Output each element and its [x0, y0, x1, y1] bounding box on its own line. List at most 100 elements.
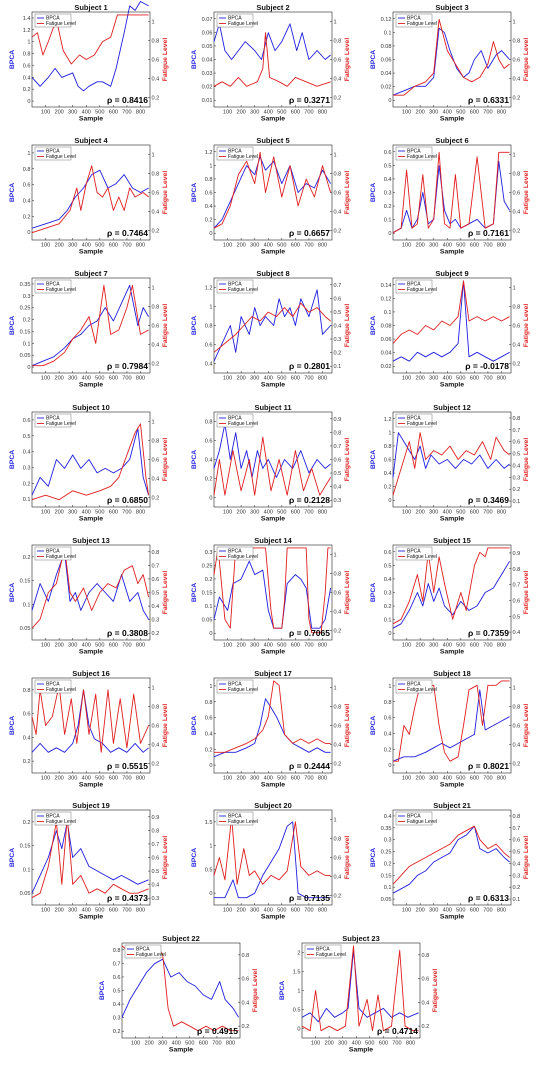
left-tick-label: 0.04 — [381, 71, 392, 77]
x-tick-label: 300 — [429, 243, 438, 249]
x-tick-label: 100 — [41, 110, 50, 116]
left-tick-label: 0.06 — [381, 337, 392, 343]
right-tick-label: 0.4 — [513, 630, 521, 636]
legend-label-fatigue: Fatigue Level — [228, 287, 258, 293]
left-axis-label: BPCA — [9, 716, 16, 735]
left-tick-label: 1 — [297, 989, 300, 995]
x-tick-label: 200 — [54, 776, 63, 782]
right-tick-label: 1 — [334, 686, 337, 692]
left-tick-label: 1.2 — [205, 286, 213, 292]
right-tick-label: 1 — [334, 153, 337, 159]
fatigue-series-line — [392, 151, 510, 234]
legend-label-bpca: BPCA — [407, 149, 421, 155]
fatigue-series-line — [31, 684, 150, 753]
legend-label-bpca: BPCA — [228, 282, 242, 288]
right-axis-label: Fatigue Level — [252, 969, 259, 1013]
correlation-label: ρ = 0.5515 — [107, 761, 148, 771]
left-tick-label: 0.4 — [384, 731, 392, 737]
chart-title: Subject 7 — [74, 269, 107, 278]
x-tick-label: 200 — [144, 1041, 153, 1047]
x-tick-label: 400 — [264, 110, 273, 116]
right-tick-label: 0.7 — [513, 428, 521, 434]
left-tick-label: 0.8 — [23, 688, 31, 694]
x-tick-label: 600 — [109, 243, 118, 249]
bpca-series-line — [213, 423, 331, 478]
x-tick-label: 800 — [318, 376, 327, 382]
x-tick-label: 800 — [318, 110, 327, 116]
right-tick-label: 1 — [152, 286, 155, 292]
x-tick-label: 400 — [443, 776, 452, 782]
left-tick-label: 0.5 — [23, 434, 31, 440]
left-axis-label: BPCA — [191, 716, 198, 735]
chart-panel-8: Subject 8 100 200 300 400 500 600 700 800 Sample 0… — [191, 269, 351, 389]
left-tick-label: 0.07 — [202, 17, 213, 23]
left-tick-label: 0.6 — [205, 343, 213, 349]
left-tick-label: 0.6 — [113, 975, 121, 981]
right-axis-label: Fatigue Level — [523, 438, 530, 482]
x-tick-label: 700 — [483, 908, 492, 914]
x-tick-label: 600 — [470, 110, 479, 116]
left-tick-label: 0.6 — [205, 716, 213, 722]
chart-title: Subject 16 — [72, 669, 110, 678]
bpca-series-line — [31, 551, 149, 620]
chart-title: Subject 23 — [342, 934, 380, 943]
legend-label-fatigue: Fatigue Level — [407, 154, 437, 160]
chart-panel-7: Subject 7 100 200 300 400 500 600 700 800 Sample 0… — [9, 269, 169, 389]
left-tick-label: 0.1 — [384, 30, 392, 36]
x-tick-label: 400 — [264, 776, 273, 782]
x-tick-label: 400 — [264, 643, 273, 649]
correlation-label: ρ = 0.7135 — [289, 893, 330, 903]
plot-area — [31, 411, 151, 508]
left-tick-label: 1 — [27, 151, 30, 157]
right-tick-label: 0.5 — [152, 591, 160, 597]
right-tick-label: 0.6 — [152, 856, 160, 862]
x-tick-label: 500 — [95, 510, 104, 516]
left-tick-label: 0.25 — [202, 563, 213, 569]
left-tick-label: 0.3 — [384, 838, 392, 844]
correlation-label: ρ = 0.7984 — [107, 361, 148, 371]
left-tick-label: 0.2 — [205, 218, 213, 224]
right-tick-label: 0.4 — [513, 343, 521, 349]
correlation-label: ρ = 0.4373 — [107, 893, 148, 903]
left-tick-label: 0.6 — [23, 63, 31, 69]
right-tick-label: 0.2 — [334, 229, 342, 235]
correlation-label: ρ = 0.4714 — [377, 1026, 418, 1036]
x-axis-label: Sample — [79, 516, 103, 523]
x-tick-label: 600 — [109, 510, 118, 516]
x-tick-label: 800 — [136, 643, 145, 649]
left-tick-label: 0.02 — [202, 85, 213, 91]
x-tick-label: 800 — [226, 1041, 235, 1047]
chart-title: Subject 1 — [74, 3, 107, 12]
left-axis-label: BPCA — [191, 316, 198, 335]
right-tick-label: 0.4 — [334, 875, 342, 881]
left-tick-label: 1 — [388, 684, 391, 690]
fatigue-series-line — [32, 284, 149, 367]
x-tick-label: 500 — [456, 110, 465, 116]
x-tick-label: 800 — [318, 776, 327, 782]
x-tick-label: 700 — [304, 243, 313, 249]
left-tick-label: 0.05 — [202, 44, 213, 50]
left-tick-label: 1.4 — [23, 16, 31, 22]
legend-label-fatigue: Fatigue Level — [46, 287, 76, 293]
chart-title: Subject 21 — [433, 801, 471, 810]
bpca-series-line — [213, 156, 331, 229]
x-tick-label: 400 — [352, 1041, 361, 1047]
plot-area — [213, 809, 333, 906]
x-tick-label: 800 — [136, 510, 145, 516]
x-tick-label: 200 — [415, 510, 424, 516]
x-axis-label: Sample — [79, 116, 103, 123]
x-tick-label: 700 — [483, 510, 492, 516]
right-tick-label: 0.4 — [513, 77, 521, 83]
left-tick-label: 0.04 — [381, 351, 392, 357]
x-tick-label: 300 — [68, 243, 77, 249]
legend-label-bpca: BPCA — [136, 947, 150, 953]
legend-label-fatigue: Fatigue Level — [228, 21, 258, 27]
left-tick-label: 0.2 — [384, 604, 392, 610]
x-axis-label: Sample — [440, 782, 464, 789]
left-tick-label: 0.2 — [23, 759, 31, 765]
x-axis-label: Sample — [440, 516, 464, 523]
chart-title: Subject 13 — [72, 536, 110, 545]
